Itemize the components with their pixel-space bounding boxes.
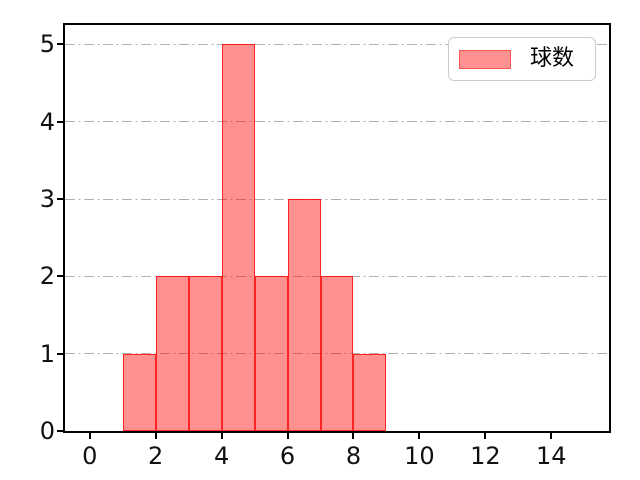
gridline-y-3 <box>65 198 609 200</box>
y-tick-label: 3 <box>39 185 55 213</box>
y-tick-label: 0 <box>39 417 55 445</box>
y-tick-label: 5 <box>39 30 55 59</box>
gridline-y-4 <box>65 121 609 123</box>
y-tick-mark <box>57 352 63 355</box>
x-tick-label: 14 <box>536 442 567 470</box>
x-tick-mark <box>154 433 157 439</box>
x-tick-label: 4 <box>213 442 230 470</box>
gridline-y-2 <box>65 275 609 277</box>
x-tick-label: 12 <box>470 442 501 470</box>
plot-area: 球数 <box>63 23 611 433</box>
y-tick-mark <box>57 43 63 46</box>
histogram-bar <box>221 44 255 431</box>
x-tick-label: 8 <box>345 442 362 470</box>
histogram-bar <box>287 199 321 431</box>
legend-label: 球数 <box>530 46 575 71</box>
histogram-bar <box>155 276 189 431</box>
legend: 球数 <box>448 37 596 81</box>
gridline-y-1 <box>65 353 609 355</box>
y-tick-mark <box>57 198 63 200</box>
y-tick-mark <box>57 120 63 123</box>
x-tick-label: 10 <box>404 442 435 470</box>
x-tick-label: 6 <box>279 442 296 470</box>
x-tick-mark <box>484 433 487 439</box>
x-tick-mark <box>220 433 223 439</box>
x-tick-mark <box>88 433 91 439</box>
y-tick-label: 2 <box>39 262 55 291</box>
histogram-bar <box>353 353 387 431</box>
x-tick-label: 2 <box>148 442 164 470</box>
x-tick-mark <box>286 433 289 439</box>
y-tick-mark <box>57 275 63 278</box>
histogram-bar <box>254 276 288 431</box>
histogram-bar <box>122 353 156 431</box>
x-tick-label: 0 <box>82 442 98 470</box>
x-tick-mark <box>352 433 355 439</box>
legend-swatch <box>459 49 511 69</box>
y-tick-label: 4 <box>39 107 55 136</box>
y-tick-mark <box>57 430 63 432</box>
gridline-y-5 <box>65 43 609 45</box>
x-tick-mark <box>418 433 421 439</box>
x-tick-mark <box>550 433 553 439</box>
histogram-bar <box>320 276 354 431</box>
y-tick-label: 1 <box>39 339 55 368</box>
histogram-bar <box>188 276 222 431</box>
